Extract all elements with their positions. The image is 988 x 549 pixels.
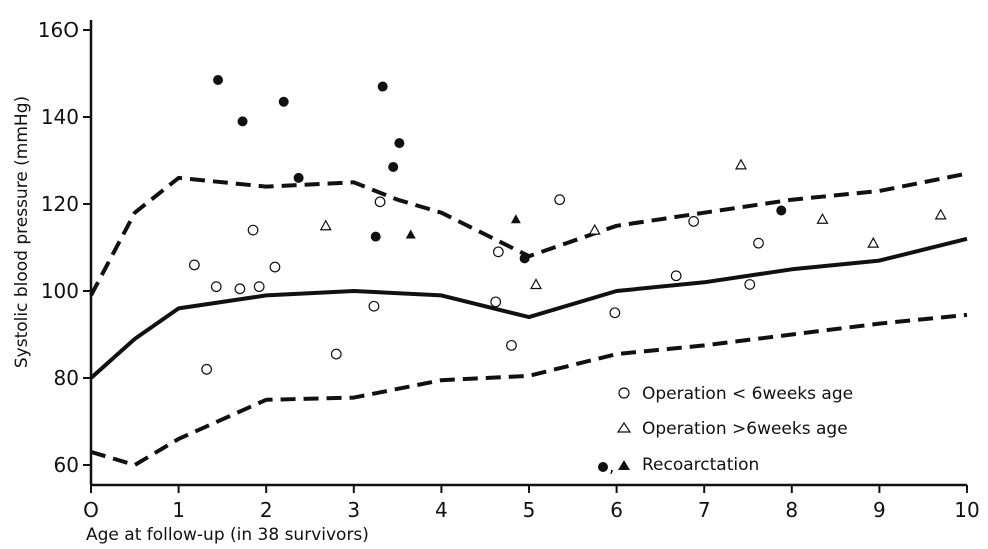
- y-tick-label: 80: [54, 366, 79, 390]
- y-tick-label: 100: [41, 279, 79, 303]
- x-tick-label: 5: [523, 498, 536, 522]
- open-circle-point: [188, 259, 200, 271]
- filled-circle-icon: [598, 462, 608, 472]
- x-tick-label: 10: [954, 498, 979, 522]
- open-triangle-icon: [616, 421, 632, 433]
- dashed-reference-line: [89, 171, 968, 297]
- filled-circle-point: [237, 116, 248, 127]
- legend-label: Recoarctation: [642, 455, 759, 475]
- x-tick-label: 6: [610, 498, 623, 522]
- filled-triangle-point: [405, 229, 416, 239]
- solid-mean-line: [89, 236, 968, 380]
- filled-circle-point: [394, 138, 405, 149]
- filled-circle-point: [278, 96, 289, 107]
- legend-comma: ,: [609, 457, 614, 477]
- open-circle-icon: [618, 387, 630, 399]
- filled-circle-point: [519, 253, 530, 264]
- open-circle-point: [253, 281, 265, 293]
- filled-triangle-icon: [618, 460, 630, 470]
- open-triangle-point: [867, 236, 880, 248]
- open-triangle-point: [529, 278, 543, 290]
- open-circle-point: [609, 307, 621, 319]
- y-tick-label: 120: [41, 192, 79, 216]
- data-points: [188, 75, 947, 375]
- open-circle-point: [490, 296, 502, 308]
- reference-lines: [89, 171, 968, 467]
- open-circle-point: [201, 363, 213, 375]
- x-tick-label: 8: [785, 498, 798, 522]
- x-tick-label: 4: [435, 498, 448, 522]
- axes: [89, 20, 967, 487]
- open-triangle-point: [588, 223, 601, 235]
- open-triangle-point: [734, 158, 748, 170]
- open-circle-point: [688, 215, 700, 227]
- ticks: 60 80 100 120 140 16O O 1 2 3 4 5 6 7 8 9 10: [38, 18, 980, 522]
- open-circle-point: [554, 194, 566, 206]
- legend-item-operation-under-6-weeks: Operation < 6weeks age: [618, 384, 853, 404]
- open-circle-point: [269, 261, 281, 273]
- y-tick-label: 16O: [38, 18, 79, 42]
- open-circle-point: [210, 281, 222, 293]
- x-axis-label: Age at follow-up (in 38 survivors): [86, 525, 369, 545]
- open-circle-point: [368, 300, 380, 312]
- legend-item-operation-over-6-weeks: Operation >6weeks age: [616, 419, 848, 439]
- x-tick-label: 9: [873, 498, 886, 522]
- filled-circle-point: [388, 162, 399, 173]
- y-tick-label: 140: [41, 105, 79, 129]
- open-triangle-point: [319, 219, 332, 231]
- open-circle-point: [234, 283, 246, 295]
- filled-circle-point: [776, 205, 787, 216]
- legend-label: Operation >6weeks age: [642, 419, 848, 439]
- dashed-reference-line: [90, 312, 968, 467]
- open-circle-point: [330, 348, 342, 360]
- x-tick-label: 7: [698, 498, 711, 522]
- open-circle-point: [492, 246, 504, 258]
- open-triangle-point: [934, 208, 947, 220]
- open-circle-point: [506, 339, 517, 351]
- filled-circle-point: [293, 172, 304, 183]
- legend-label: Operation < 6weeks age: [642, 384, 853, 404]
- y-axis-label: Systolic blood pressure (mmHg): [12, 96, 32, 368]
- y-tick-label: 60: [54, 453, 79, 477]
- x-tick-label: 1: [172, 498, 185, 522]
- legend-item-recoarctation: , Recoarctation: [598, 455, 759, 477]
- filled-circle-point: [377, 81, 388, 92]
- open-circle-point: [744, 279, 756, 290]
- legend: Operation < 6weeks age Operation >6weeks…: [598, 384, 853, 477]
- filled-circle-point: [213, 75, 224, 86]
- x-tick-label: O: [83, 498, 99, 522]
- open-circle-point: [670, 270, 682, 282]
- x-tick-label: 2: [260, 498, 273, 522]
- x-tick-label: 3: [347, 498, 360, 522]
- open-triangle-point: [816, 212, 829, 224]
- filled-circle-point: [370, 231, 381, 242]
- open-circle-point: [247, 224, 259, 236]
- open-circle-point: [753, 237, 764, 249]
- open-circle-point: [374, 196, 386, 208]
- filled-triangle-point: [510, 214, 521, 224]
